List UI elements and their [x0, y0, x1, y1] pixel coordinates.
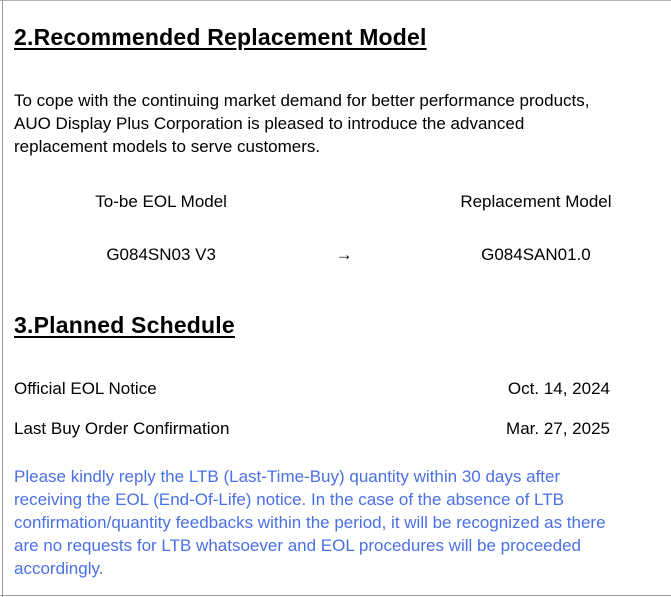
intro-line: AUO Display Plus Corporation is pleased …	[14, 114, 525, 133]
left-frame-line	[2, 0, 3, 597]
ltb-notice-paragraph: Please kindly reply the LTB (Last-Time-B…	[14, 465, 662, 580]
table-model-row: G084SN03 V3 → G084SAN01.0	[0, 243, 671, 266]
schedule-row: Official EOL Notice Oct. 14, 2024	[14, 377, 657, 400]
ltb-notice-line: accordingly.	[14, 559, 104, 578]
section-3-heading: 3.Planned Schedule	[14, 312, 235, 338]
replacement-model-header: Replacement Model	[460, 192, 612, 211]
official-eol-notice-label: Official EOL Notice	[14, 379, 157, 398]
intro-line: To cope with the continuing market deman…	[14, 91, 590, 110]
section-2-heading: 2.Recommended Replacement Model	[14, 24, 427, 50]
schedule-row: Last Buy Order Confirmation Mar. 27, 202…	[14, 417, 657, 440]
eol-model-value: G084SN03 V3	[106, 245, 216, 264]
right-arrow-icon: →	[335, 245, 353, 264]
ltb-notice-line: confirmation/quantity feedbacks within t…	[14, 513, 606, 532]
last-buy-order-confirmation-label: Last Buy Order Confirmation	[14, 419, 230, 438]
top-frame-line	[0, 0, 671, 1]
ltb-notice-line: receiving the EOL (End-Of-Life) notice. …	[14, 490, 564, 509]
last-buy-order-confirmation-date: Mar. 27, 2025	[506, 419, 610, 438]
official-eol-notice-date: Oct. 14, 2024	[507, 379, 610, 398]
intro-paragraph: To cope with the continuing market deman…	[14, 89, 662, 158]
arrow-spacer	[322, 190, 366, 213]
to-be-eol-model-header: To-be EOL Model	[95, 192, 227, 211]
intro-line: replacement models to serve customers.	[14, 137, 321, 156]
ltb-notice-line: Please kindly reply the LTB (Last-Time-B…	[14, 467, 561, 486]
bottom-frame-line	[0, 595, 671, 596]
table-header-row: To-be EOL Model Replacement Model	[0, 190, 671, 213]
ltb-notice-line: are no requests for LTB whatsoever and E…	[14, 536, 581, 555]
replacement-model-value: G084SAN01.0	[481, 245, 591, 264]
replacement-model-table: To-be EOL Model Replacement Model G084SN…	[0, 190, 671, 266]
